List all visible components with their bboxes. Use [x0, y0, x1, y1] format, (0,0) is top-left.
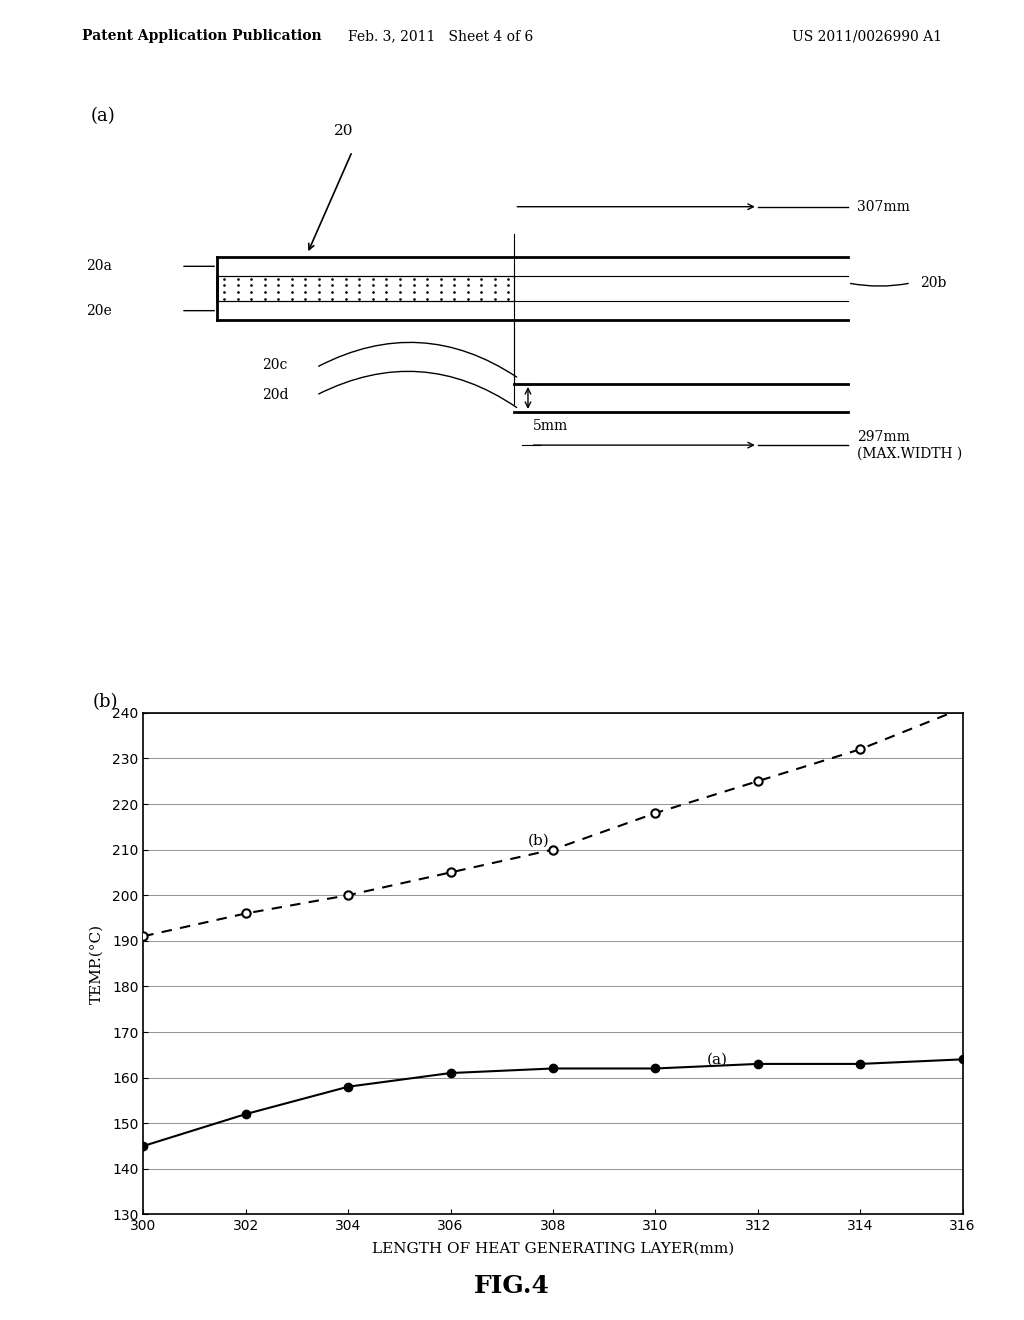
Text: 5mm: 5mm [532, 418, 567, 433]
Bar [217, 276, 514, 301]
Text: 20a: 20a [86, 259, 113, 273]
Text: 307mm: 307mm [857, 199, 909, 214]
Text: Feb. 3, 2011   Sheet 4 of 6: Feb. 3, 2011 Sheet 4 of 6 [348, 29, 532, 44]
Text: FIG.4: FIG.4 [474, 1274, 550, 1298]
Text: (b): (b) [92, 693, 118, 711]
Text: US 2011/0026990 A1: US 2011/0026990 A1 [793, 29, 942, 44]
Text: 20b: 20b [920, 276, 946, 290]
Text: 20c: 20c [262, 358, 288, 372]
Y-axis label: TEMP.(°C): TEMP.(°C) [90, 924, 103, 1003]
X-axis label: LENGTH OF HEAT GENERATING LAYER(mm): LENGTH OF HEAT GENERATING LAYER(mm) [372, 1242, 734, 1255]
Text: (a): (a) [707, 1053, 728, 1067]
Text: (a): (a) [91, 107, 116, 125]
Text: 20d: 20d [262, 388, 289, 403]
Text: (b): (b) [527, 834, 549, 847]
Text: 20e: 20e [86, 304, 113, 318]
Text: 297mm
(MAX.WIDTH ): 297mm (MAX.WIDTH ) [857, 430, 963, 461]
Text: Patent Application Publication: Patent Application Publication [82, 29, 322, 44]
Text: 20: 20 [334, 124, 353, 137]
